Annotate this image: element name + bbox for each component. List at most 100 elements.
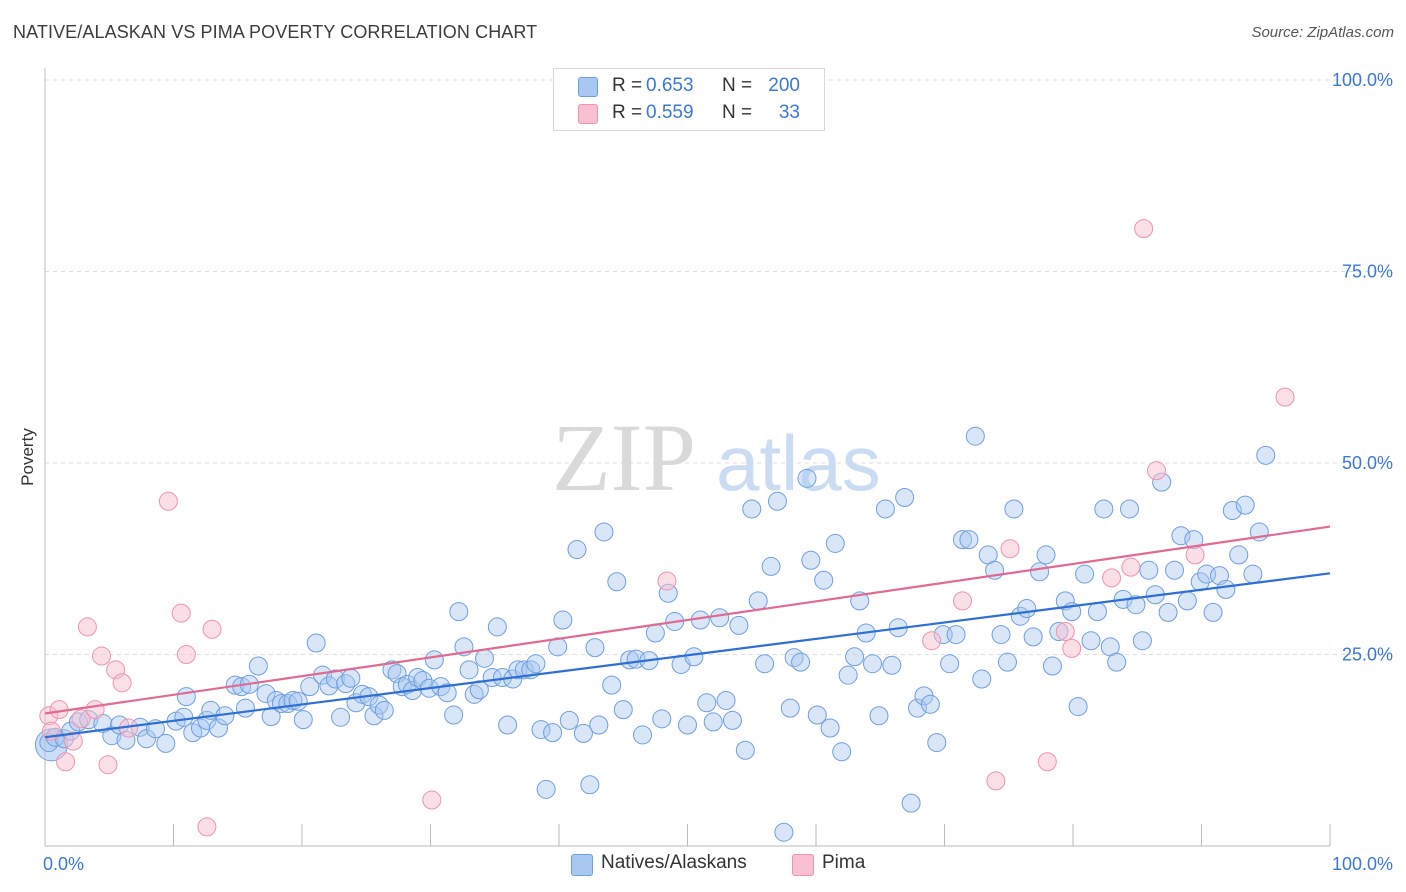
natives-point — [838, 665, 858, 685]
chart-title: NATIVE/ALASKAN VS PIMA POVERTY CORRELATI… — [13, 22, 538, 42]
natives-point — [845, 647, 865, 667]
y-tick-label: 75.0% — [1342, 262, 1393, 282]
legend-r-label: R = — [612, 102, 643, 123]
series-natives-points — [34, 426, 1276, 842]
pima-point — [1121, 557, 1141, 577]
legend-n-value: 200 — [768, 75, 800, 96]
natives-point — [1132, 631, 1152, 651]
watermark-atlas: atlas — [716, 419, 881, 507]
legend-n-value: 33 — [778, 102, 800, 123]
natives-point — [1229, 545, 1249, 565]
natives-point — [761, 556, 781, 576]
natives-point — [722, 710, 742, 730]
natives-point — [1158, 602, 1178, 622]
natives-point — [882, 655, 902, 675]
natives-point — [1081, 631, 1101, 651]
natives-point — [1235, 495, 1255, 515]
pima-point — [986, 771, 1006, 791]
natives-point — [1030, 562, 1050, 582]
natives-point — [248, 656, 268, 676]
natives-point — [801, 550, 821, 570]
grid-lines — [45, 79, 1390, 655]
natives-point — [807, 705, 827, 725]
natives-point — [559, 710, 579, 730]
natives-point — [364, 706, 384, 726]
natives-point — [300, 677, 320, 697]
natives-point — [952, 530, 972, 550]
natives-point — [531, 720, 551, 740]
pima-point — [202, 619, 222, 639]
pima-point — [1275, 387, 1295, 407]
natives-point — [459, 660, 479, 680]
natives-point — [684, 647, 704, 667]
natives-point — [341, 668, 361, 688]
natives-point — [920, 694, 940, 714]
natives-point — [306, 633, 326, 653]
pima-point — [1102, 568, 1122, 588]
natives-point — [820, 718, 840, 738]
natives-point — [543, 723, 563, 743]
natives-point — [1203, 602, 1223, 622]
natives-point — [487, 617, 507, 637]
natives-point — [1243, 564, 1263, 584]
natives-point — [498, 715, 518, 735]
natives-point — [374, 700, 394, 720]
y-tick-label: 100.0% — [1332, 70, 1393, 90]
natives-point — [208, 718, 228, 738]
pima-point — [1055, 622, 1075, 642]
legend-r-value: 0.559 — [646, 102, 694, 123]
natives-point — [325, 669, 345, 689]
natives-point — [832, 742, 852, 762]
pima-legend-label: Pima — [822, 852, 866, 873]
natives-point — [716, 690, 736, 710]
natives-point — [156, 733, 176, 753]
natives-point — [607, 572, 627, 592]
natives-point — [735, 740, 755, 760]
pima-point — [657, 571, 677, 591]
natives-point — [791, 652, 811, 672]
axes — [44, 68, 1331, 847]
y-tick-label: 25.0% — [1342, 645, 1393, 665]
natives-point — [397, 674, 417, 694]
natives-point — [863, 654, 883, 674]
natives-point — [482, 667, 502, 687]
pima-point — [171, 603, 191, 623]
pima-point — [85, 700, 105, 720]
natives-point — [176, 687, 196, 707]
pima-point — [92, 646, 112, 666]
pima-point — [1037, 752, 1057, 772]
natives-point — [449, 602, 469, 622]
natives-point — [965, 426, 985, 446]
natives-point — [825, 533, 845, 553]
natives-point — [567, 540, 587, 560]
natives-point — [703, 712, 723, 732]
natives-point — [580, 775, 600, 795]
pima-point — [1062, 638, 1082, 658]
natives-point — [1165, 560, 1185, 580]
natives-point — [1075, 564, 1095, 584]
natives-point — [908, 698, 928, 718]
natives-point — [895, 487, 915, 507]
natives-point — [1216, 579, 1236, 599]
natives-point — [1107, 652, 1127, 672]
natives-point — [1004, 499, 1024, 519]
legend-n-label: N = — [722, 75, 753, 96]
natives-point — [1087, 602, 1107, 622]
natives-point — [959, 530, 979, 550]
natives-point — [946, 625, 966, 645]
natives-point — [710, 608, 730, 628]
natives-point — [514, 660, 534, 680]
natives-point — [573, 723, 593, 743]
watermark: ZIP atlas — [552, 404, 881, 511]
natives-point — [613, 700, 633, 720]
source-label: Source: ZipAtlas.com — [1251, 24, 1394, 41]
natives-point — [585, 638, 605, 658]
pima-point — [176, 645, 196, 664]
watermark-zip: ZIP — [552, 404, 696, 511]
pima-point — [1147, 461, 1167, 481]
pima-point — [1134, 219, 1154, 239]
natives-point — [1017, 599, 1037, 619]
natives-point — [652, 709, 672, 729]
natives-point — [633, 725, 653, 745]
natives-point — [774, 822, 794, 842]
